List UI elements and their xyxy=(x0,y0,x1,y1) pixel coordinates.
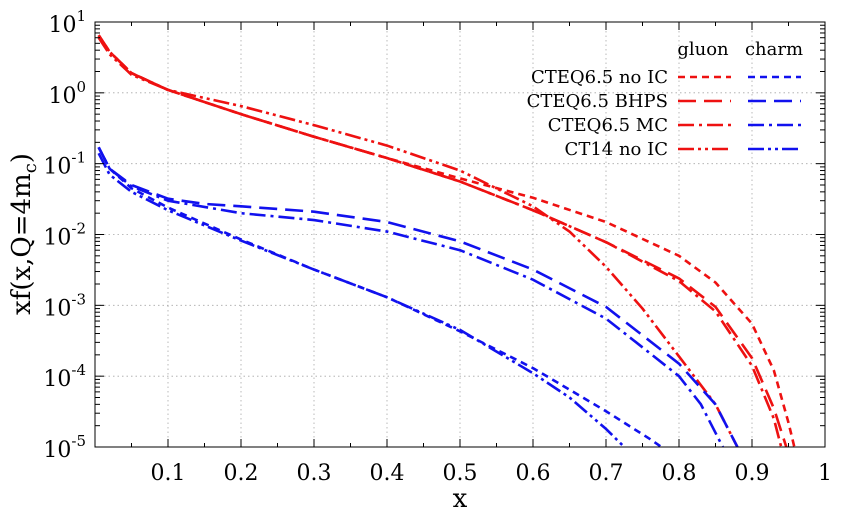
y-tick-base: 10 xyxy=(48,84,76,109)
y-tick-exponent: -2 xyxy=(71,220,86,238)
y-tick-base: 10 xyxy=(43,367,71,392)
legend-label: CTEQ6.5 BHPS xyxy=(527,91,668,112)
x-tick-label: 0.5 xyxy=(443,461,478,486)
y-tick-exponent: -1 xyxy=(71,149,86,167)
x-axis-label: x xyxy=(453,484,468,510)
y-tick-label: 101 xyxy=(48,7,86,38)
y-tick-exponent: -3 xyxy=(71,290,86,308)
series-charm-cteq6-5-mc xyxy=(97,146,724,447)
x-tick-label: 0.1 xyxy=(151,461,186,486)
axis-ticks xyxy=(95,21,826,448)
y-tick-label: 100 xyxy=(48,78,86,109)
x-tick-label: 0.2 xyxy=(224,461,259,486)
y-tick-base: 10 xyxy=(43,155,71,180)
y-tick-exponent: -4 xyxy=(71,361,86,379)
y-tick-exponent: 1 xyxy=(76,7,86,25)
series-layer xyxy=(97,34,796,447)
grid xyxy=(95,22,825,447)
y-tick-label: 10-1 xyxy=(43,149,86,180)
series-gluon-ct14-no-ic xyxy=(97,36,739,447)
plot-frame xyxy=(94,21,826,448)
y-tick-label: 10-2 xyxy=(43,220,86,251)
series-gluon-cteq6-5-no-ic xyxy=(97,34,796,447)
legend-label: CTEQ6.5 no IC xyxy=(531,67,668,88)
series-charm-cteq6-5-no-ic xyxy=(97,146,663,447)
y-axis-label-sub: c xyxy=(20,163,41,173)
x-tick-label: 0.3 xyxy=(297,461,332,486)
y-axis-label: xf(x,Q=4mc) xyxy=(7,153,41,315)
legend-label: CTEQ6.5 MC xyxy=(548,115,668,136)
legend-label: CT14 no IC xyxy=(565,139,668,160)
series-charm-ct14-no-ic xyxy=(97,152,626,447)
x-tick-label: 0.8 xyxy=(662,461,697,486)
y-axis-label-main: xf(x,Q=4m xyxy=(7,173,37,315)
x-tick-label: 0.9 xyxy=(735,461,770,486)
y-tick-exponent: 0 xyxy=(76,78,86,96)
legend-header-charm: charm xyxy=(745,39,803,60)
y-tick-base: 10 xyxy=(43,438,71,463)
series-charm-cteq6-5-bhps xyxy=(97,146,739,447)
legend-header-gluon: gluon xyxy=(677,39,729,60)
x-tick-label: 0.4 xyxy=(370,461,405,486)
y-tick-label: 10-4 xyxy=(43,361,86,392)
tick-labels: 0.1 0.2 0.3 0.4 0.5 0.6 0.7 0.8 0.9 110-510-410-3… xyxy=(43,7,832,486)
y-tick-label: 10-3 xyxy=(43,290,86,321)
x-tick-label: 1 xyxy=(818,461,832,486)
x-tick-label: 0.6 xyxy=(516,461,551,486)
y-tick-base: 10 xyxy=(43,296,71,321)
y-tick-exponent: -5 xyxy=(71,432,86,450)
y-tick-label: 10-5 xyxy=(43,432,86,463)
y-tick-base: 10 xyxy=(43,226,71,251)
x-tick-label: 0.7 xyxy=(589,461,624,486)
legend-rows: CTEQ6.5 no IC CTEQ6.5 BHPS CTEQ6.5 MC CT14 … xyxy=(527,67,801,160)
y-axis-label-close: ) xyxy=(7,153,37,163)
y-tick-base: 10 xyxy=(48,13,76,38)
